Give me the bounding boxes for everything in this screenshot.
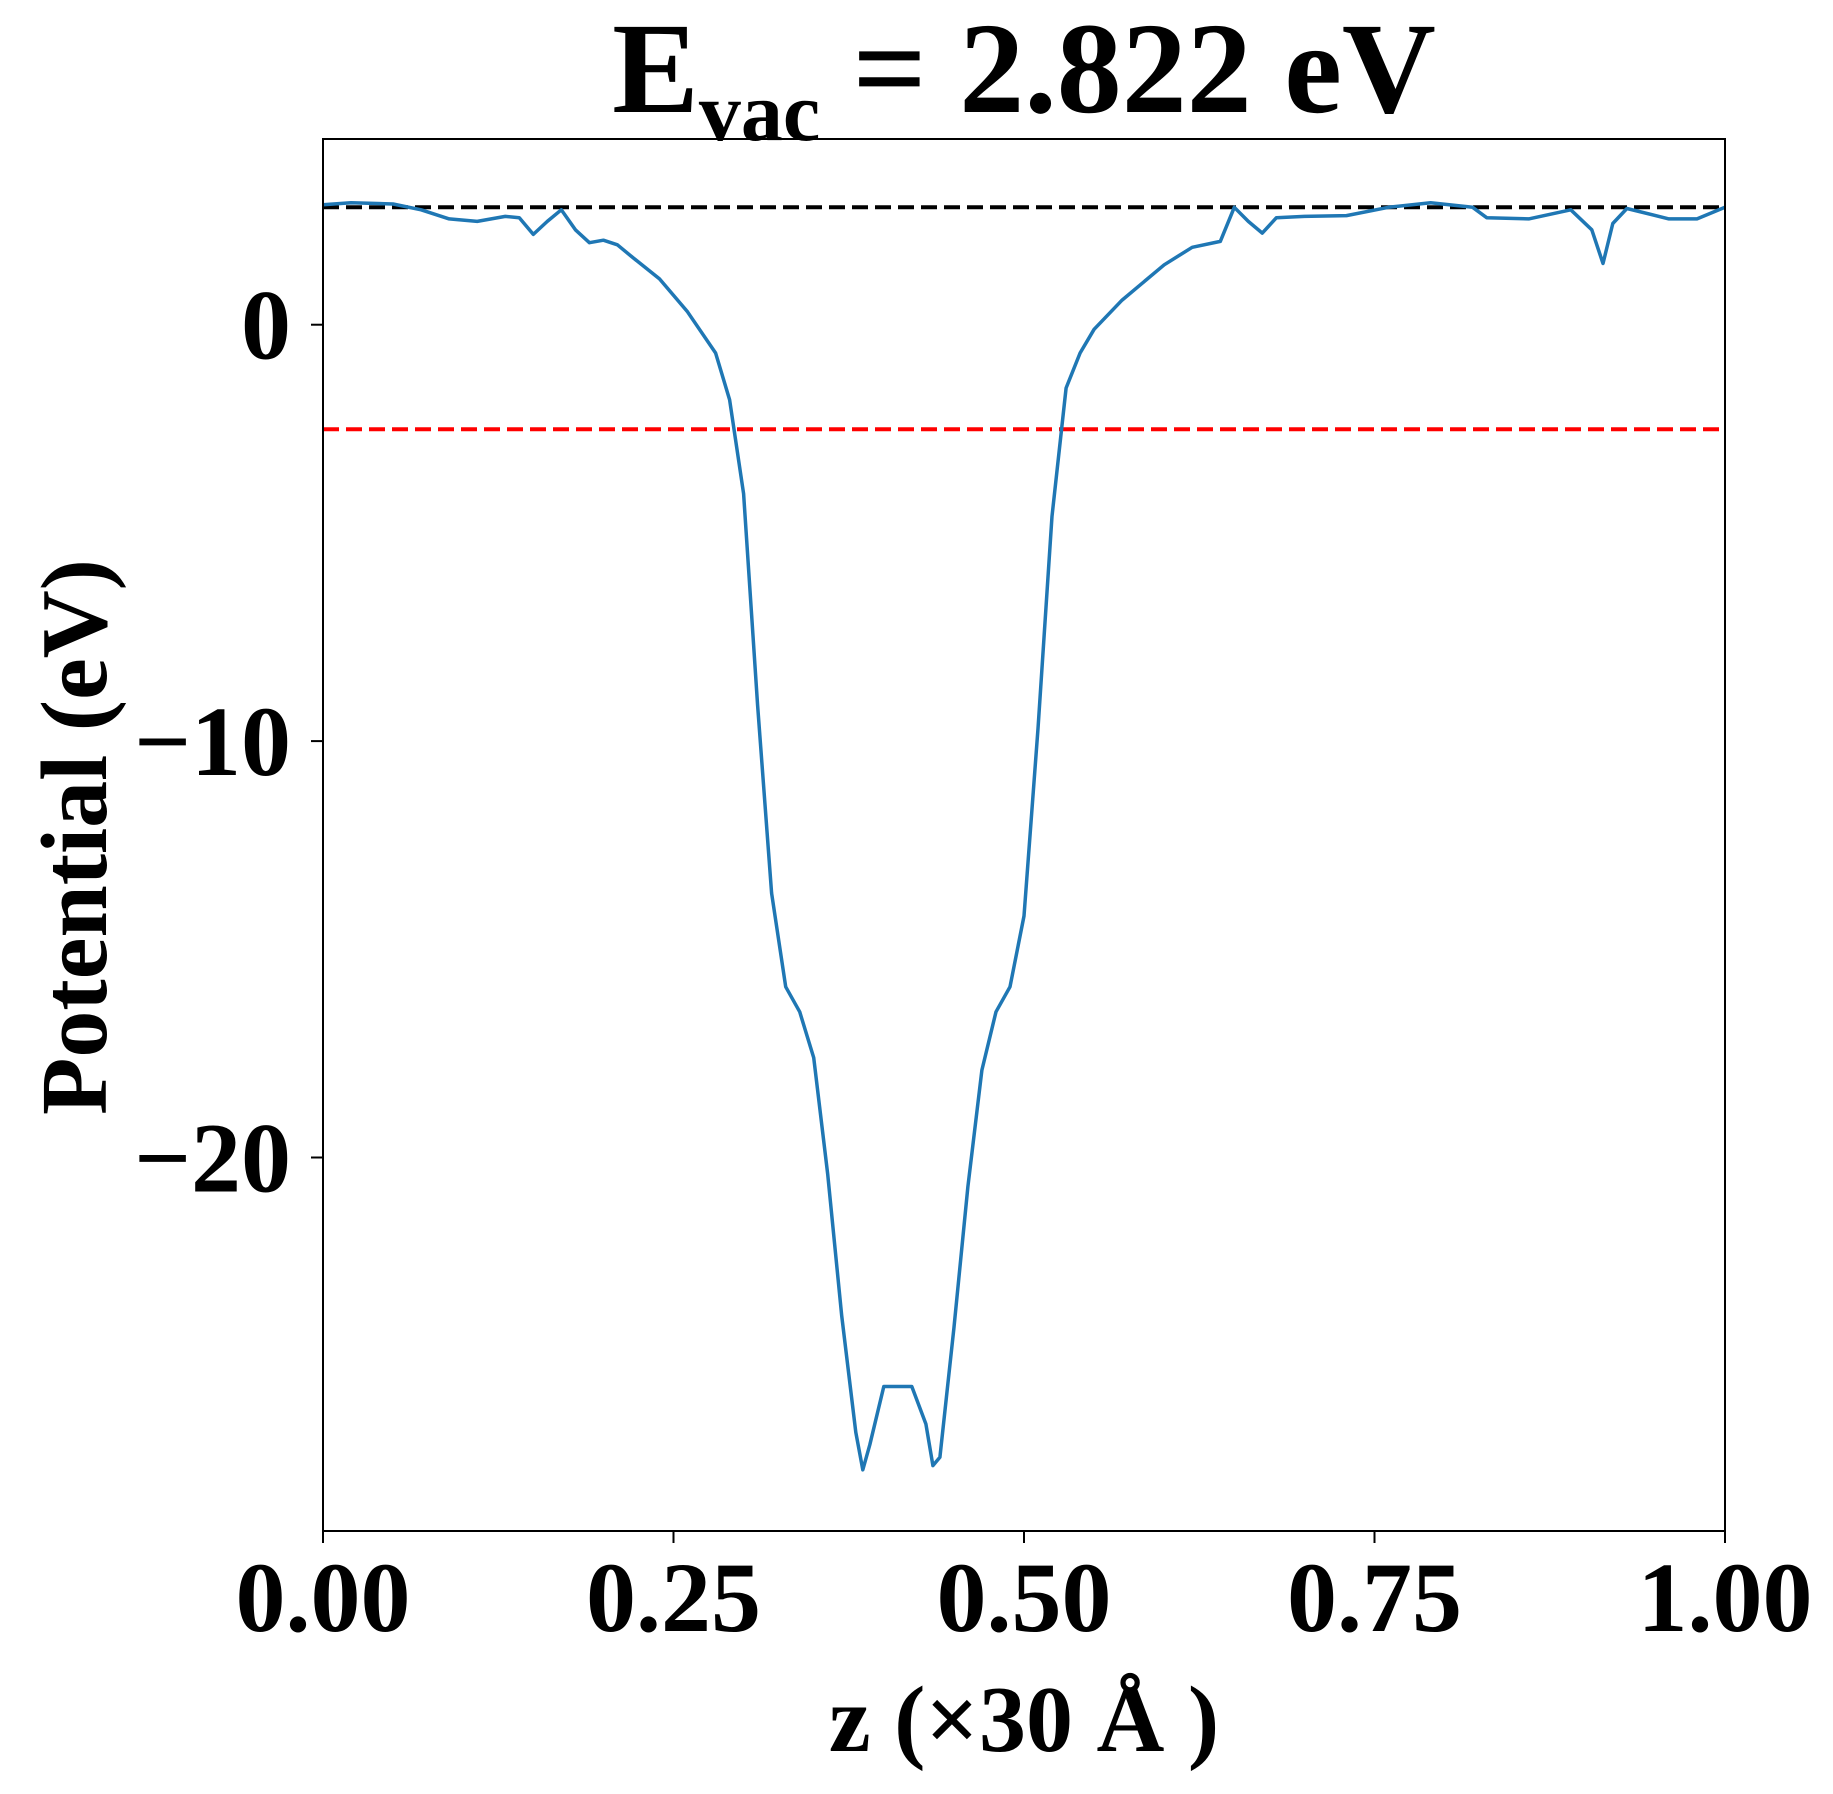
x-axis-label: z (×30 Å ) [829, 1668, 1219, 1772]
y-tick-label: 0 [241, 270, 291, 381]
potential-line [322, 200, 1726, 1472]
title-main: E [612, 0, 699, 141]
chart-title: Evac = 2.822 eV [612, 0, 1436, 159]
title-subscript: vac [699, 66, 820, 159]
x-tick-label: 1.00 [1638, 1542, 1813, 1653]
title-suffix: = 2.822 eV [820, 0, 1436, 141]
y-axis-label: Potential (eV) [23, 559, 127, 1115]
y-tick-label: −10 [134, 686, 291, 797]
x-tick-label: 0.75 [1287, 1542, 1462, 1653]
x-tick-label: 0.25 [586, 1542, 761, 1653]
x-tick-label: 0.50 [937, 1542, 1112, 1653]
x-tick-label: 0.00 [236, 1542, 411, 1653]
plot-frame [322, 138, 1726, 1532]
y-tick-label: −20 [134, 1102, 291, 1213]
